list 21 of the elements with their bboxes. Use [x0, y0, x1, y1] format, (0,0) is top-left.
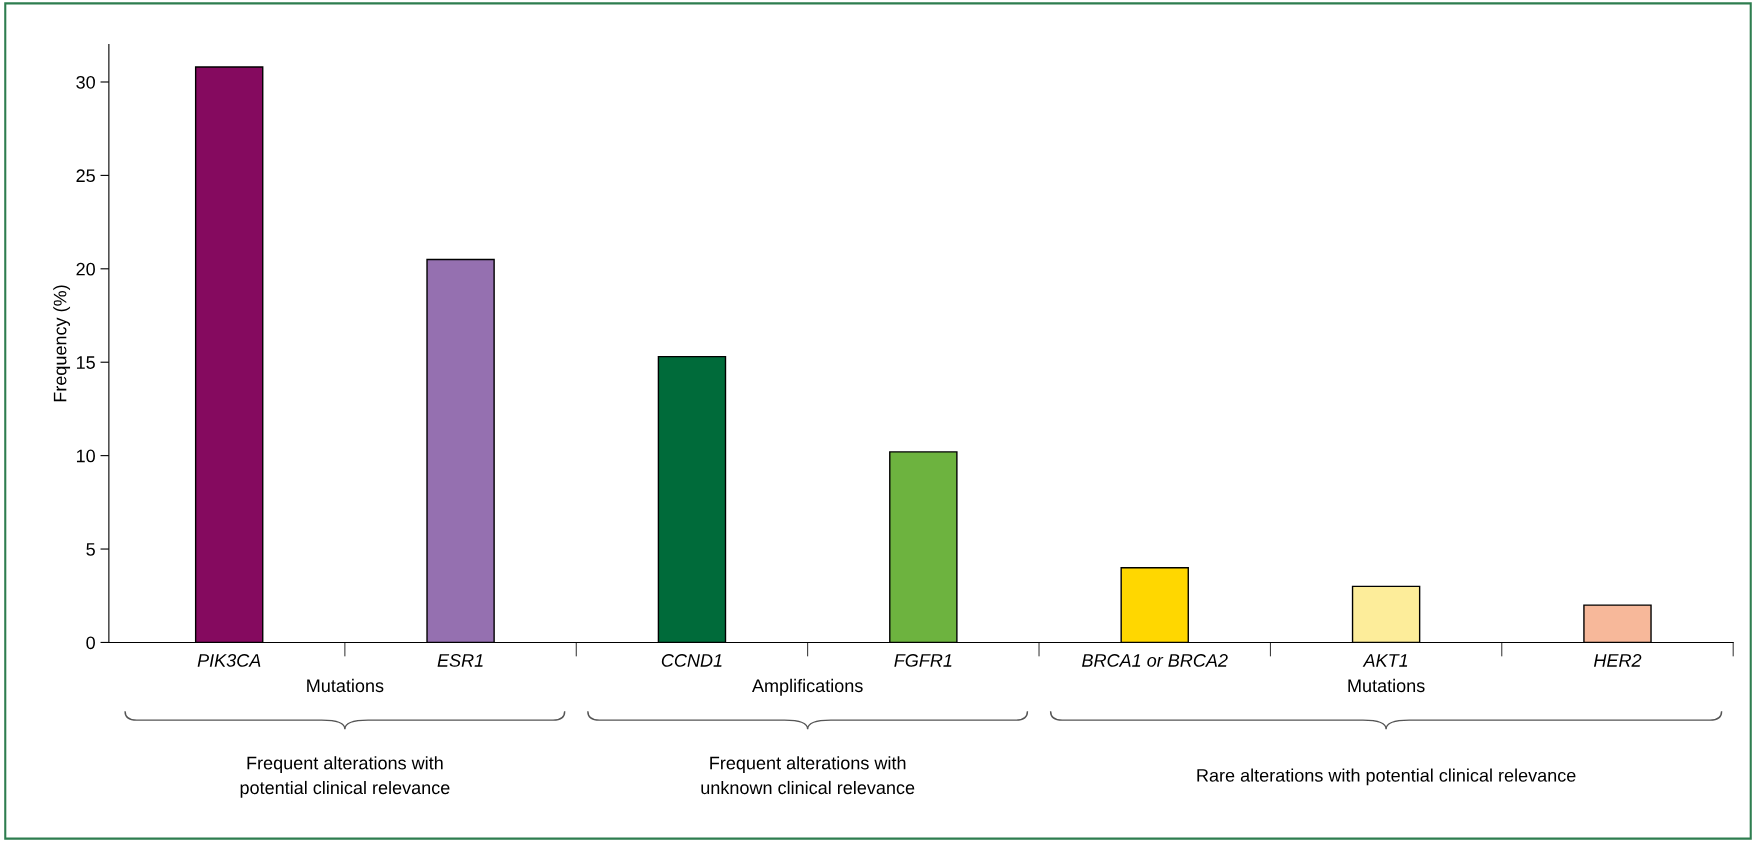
x-tick-label: BRCA1 or BRCA2: [1082, 654, 1228, 667]
y-tick-label: 5: [86, 543, 95, 556]
x-tick-label: PIK3CA: [197, 654, 261, 667]
x-tick-label: HER2: [1593, 654, 1642, 667]
y-tick-label: 20: [76, 262, 95, 276]
text: Mutations: [307, 678, 384, 693]
y-tick-label: 30: [76, 75, 95, 89]
y-axis-title: Frequency (%): [53, 285, 71, 402]
text: Amplifications: [751, 678, 863, 696]
x-tick-label: CCND1: [661, 654, 722, 667]
y-tick-label: 10: [76, 449, 95, 463]
y-tick-label: 0: [86, 636, 95, 650]
text: Rare alterations with potential clinical relevance: [1197, 768, 1576, 786]
x-tick-label: FGFR1: [894, 654, 952, 667]
x-tick-label: ESR1: [437, 654, 483, 667]
text: Mutations: [1348, 678, 1425, 693]
text: Frequent alterations with unknown clinical relevance: [701, 756, 915, 795]
text: Frequent alterations with potential clinical relevance: [240, 756, 450, 798]
y-tick-label: 25: [76, 169, 95, 183]
y-tick-label: 15: [76, 356, 95, 369]
x-tick-label: AKT1: [1362, 654, 1408, 667]
